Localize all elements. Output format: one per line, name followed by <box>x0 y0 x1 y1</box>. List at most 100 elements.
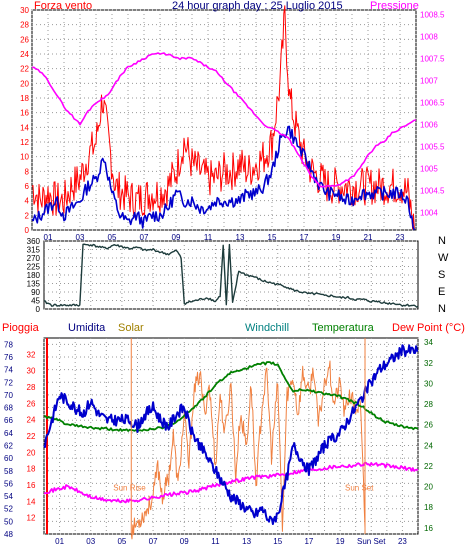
tick-label-direction-y: 180 <box>27 271 41 280</box>
tick-label-temp-x: 03 <box>86 537 95 546</box>
annotation-layer: Sun Rise Sun Set <box>113 338 374 534</box>
tick-label-wind-x: 09 <box>172 233 181 242</box>
tick-label-pressure-y: 1007.5 <box>420 54 445 63</box>
legend-windchill: Windchill <box>245 322 289 334</box>
tick-label-temp-y: 16 <box>424 524 433 533</box>
series-line-wind <box>31 125 416 231</box>
tick-label-wind-y: 20 <box>20 79 29 88</box>
tick-label-rain-y: 22 <box>27 432 36 441</box>
tick-label-rain-y: 16 <box>27 481 36 490</box>
tick-label-humidity-y: 70 <box>4 391 13 400</box>
tick-label-direction-y: 90 <box>31 288 40 297</box>
tick-label-rain-y: 18 <box>27 465 36 474</box>
tick-label-layer: 02468101214161820222426283010041004.5100… <box>4 6 449 546</box>
tick-label-wind-y: 24 <box>20 50 29 59</box>
tick-label-wind-x: 13 <box>236 233 245 242</box>
tick-label-wind-x: 23 <box>396 233 405 242</box>
compass-label: W <box>438 252 449 264</box>
tick-label-wind-y: 12 <box>20 138 29 147</box>
tick-label-rain-y: 26 <box>27 399 36 408</box>
wind-left-label: Forza vento <box>34 0 92 12</box>
tick-label-temp-y: 28 <box>424 400 433 409</box>
tick-label-temp-x: Sun Set <box>357 537 386 546</box>
tick-label-wind-y: 22 <box>20 65 29 74</box>
tick-label-wind-x: 01 <box>44 233 53 242</box>
tick-label-temp-y: 30 <box>424 379 433 388</box>
tick-label-temp-y: 18 <box>424 503 433 512</box>
tick-label-wind-y: 2 <box>25 211 30 220</box>
wind-right-label: Pressione <box>370 0 419 12</box>
tick-label-wind-y: 18 <box>20 94 29 103</box>
legend-pioggia: Pioggia <box>2 322 40 334</box>
tick-label-direction-y: 270 <box>27 254 41 263</box>
compass-label: N <box>438 303 446 315</box>
tick-label-wind-y: 4 <box>25 197 30 206</box>
tick-label-temp-y: 22 <box>424 462 433 471</box>
tick-label-humidity-y: 64 <box>4 429 13 438</box>
tick-label-temp-y: 32 <box>424 359 433 368</box>
compass-label: S <box>438 269 445 281</box>
tick-label-wind-y: 16 <box>20 109 29 118</box>
tick-label-rain-y: 28 <box>27 383 36 392</box>
tick-label-temp-x: 19 <box>336 537 345 546</box>
grid-layer <box>31 9 419 535</box>
tick-label-rain-y: 14 <box>27 497 36 506</box>
series-line-dewpoint <box>43 461 419 504</box>
tick-label-wind-x: 17 <box>300 233 309 242</box>
compass-label: N <box>438 235 446 247</box>
legend-umidita: Umidita <box>68 322 106 334</box>
tick-label-wind-y: 26 <box>20 35 29 44</box>
tick-label-temp-x: 11 <box>211 537 220 546</box>
tick-label-pressure-y: 1005.5 <box>420 142 445 151</box>
tick-label-humidity-y: 78 <box>4 340 13 349</box>
tick-label-wind-x: 19 <box>332 233 341 242</box>
tick-label-wind-x: 05 <box>108 233 117 242</box>
tick-label-humidity-y: 62 <box>4 441 13 450</box>
tick-label-temp-y: 20 <box>424 483 433 492</box>
tick-label-humidity-y: 66 <box>4 416 13 425</box>
tick-label-temp-x: 17 <box>304 537 313 546</box>
tick-label-temp-x: 05 <box>117 537 126 546</box>
series-line-gust <box>31 5 415 231</box>
tick-label-humidity-y: 60 <box>4 454 13 463</box>
tick-label-rain-y: 24 <box>27 416 36 425</box>
tick-label-wind-y: 6 <box>25 182 30 191</box>
tick-label-temp-y: 34 <box>424 338 433 347</box>
tick-label-wind-x: 21 <box>364 233 373 242</box>
tick-label-humidity-y: 48 <box>4 530 13 539</box>
tick-label-rain-y: 20 <box>27 448 36 457</box>
tick-label-humidity-y: 72 <box>4 378 13 387</box>
tick-label-pressure-y: 1006 <box>420 120 438 129</box>
chart-title: 24 hour graph day : 25 Luglio 2015 <box>172 0 343 12</box>
tick-label-humidity-y: 52 <box>4 505 13 514</box>
sunrise-annotation: Sun Rise <box>113 484 146 493</box>
tick-label-rain-y: 12 <box>27 514 36 523</box>
legend-solar: Solar <box>118 322 144 334</box>
tick-label-wind-y: 28 <box>20 21 29 30</box>
tick-label-direction-y: 315 <box>27 246 41 255</box>
compass-label: E <box>438 286 445 298</box>
tick-label-pressure-y: 1004.5 <box>420 186 445 195</box>
series-line-direction <box>43 243 419 308</box>
tick-label-temp-x: 15 <box>273 537 282 546</box>
legend-temperatura: Temperatura <box>312 322 375 334</box>
tick-label-pressure-y: 1007 <box>420 76 438 85</box>
tick-label-pressure-y: 1008.5 <box>420 10 445 19</box>
series-line-pressure <box>31 52 417 188</box>
tick-label-temp-y: 24 <box>424 441 433 450</box>
legend-dewpoint: Dew Point (°C) <box>392 322 465 334</box>
tick-label-humidity-y: 68 <box>4 404 13 413</box>
tick-label-wind-y: 14 <box>20 123 29 132</box>
tick-label-wind-y: 8 <box>25 167 30 176</box>
tick-label-temp-x: 23 <box>398 537 407 546</box>
tick-label-rain-y: 30 <box>27 367 36 376</box>
tick-label-humidity-y: 56 <box>4 479 13 488</box>
tick-label-wind-x: 03 <box>76 233 85 242</box>
tick-label-temp-x: 09 <box>180 537 189 546</box>
tick-label-humidity-y: 58 <box>4 467 13 476</box>
tick-label-direction-y: 135 <box>27 280 41 289</box>
tick-label-humidity-y: 50 <box>4 517 13 526</box>
tick-label-wind-x: 11 <box>204 233 213 242</box>
